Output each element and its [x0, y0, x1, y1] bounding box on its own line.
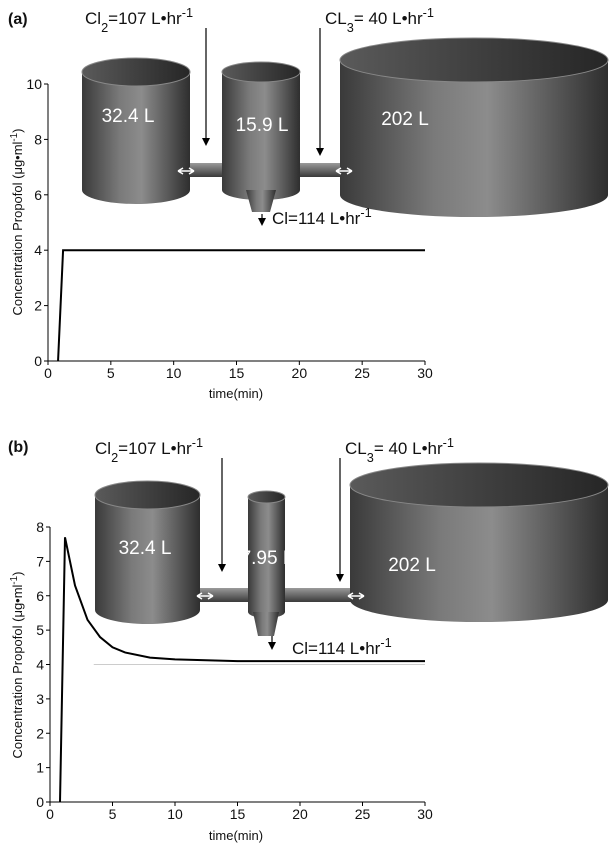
x-axis-title: time(min) — [209, 386, 263, 401]
tank-label: 202 L — [381, 109, 429, 130]
tank-rim — [222, 62, 300, 82]
panel-label: (a) — [8, 11, 28, 28]
text-part: Concentration Propofol (μg•ml — [10, 584, 25, 758]
arrow-head — [316, 148, 324, 156]
text-part: -1 — [182, 5, 193, 20]
panel-label: (b) — [8, 439, 28, 456]
text-part: Cl=114 L•hr — [292, 639, 381, 658]
text-part: 3 — [367, 450, 374, 465]
y-tick-label: 8 — [36, 519, 44, 535]
text-part: Cl=114 L•hr — [272, 209, 361, 228]
text-part: CL — [345, 439, 367, 458]
tank — [350, 463, 608, 622]
tank — [82, 58, 190, 204]
x-tick-label: 20 — [292, 806, 308, 822]
y-tick-label: 1 — [36, 760, 44, 776]
y-tick-label: 6 — [34, 187, 42, 203]
x-tick-label: 20 — [292, 365, 308, 381]
y-tick-label: 8 — [34, 131, 42, 147]
y-axis-title: Concentration Propofol (μg•ml-1) — [9, 572, 26, 759]
text-part: -1 — [360, 205, 371, 220]
y-tick-label: 0 — [34, 353, 42, 369]
arrow-head — [268, 642, 276, 650]
text-part: = 40 L•hr — [354, 9, 423, 28]
y-tick-label: 3 — [36, 691, 44, 707]
x-tick-label: 30 — [417, 806, 433, 822]
x-tick-label: 0 — [44, 365, 52, 381]
text-part: =107 L•hr — [108, 9, 182, 28]
text-part: Concentration Propofol (μg•ml — [10, 141, 25, 315]
x-tick-label: 15 — [229, 365, 245, 381]
tank-label: 15.9 L — [236, 115, 289, 136]
tank-label: 32.4 L — [102, 106, 155, 127]
x-tick-label: 10 — [166, 365, 182, 381]
arrow-head — [218, 564, 226, 572]
arrow-head — [336, 574, 344, 582]
x-tick-label: 25 — [354, 365, 370, 381]
annotation: Cl=114 L•hr-1 — [272, 205, 372, 229]
text-part: -1 — [9, 133, 20, 142]
arrow-head — [258, 218, 266, 226]
text-part: CL — [325, 9, 347, 28]
x-axis-title: time(min) — [209, 828, 263, 843]
text-part: = 40 L•hr — [374, 439, 443, 458]
y-tick-label: 6 — [36, 588, 44, 604]
tank-body — [95, 495, 200, 624]
text-part: Cl — [95, 439, 111, 458]
x-tick-label: 5 — [109, 806, 117, 822]
y-tick-label: 4 — [34, 242, 42, 258]
y-axis-title: Concentration Propofol (μg•ml-1) — [9, 129, 26, 316]
x-tick-label: 5 — [107, 365, 115, 381]
figure: 32.4 L15.9 L202 LCl2=107 L•hr-1CL3= 40 L… — [0, 0, 611, 849]
tank — [340, 38, 608, 217]
tank-label: 7.95 L — [241, 548, 294, 569]
text-part: Cl — [85, 9, 101, 28]
line-series — [58, 250, 425, 361]
tank-label: 32.4 L — [119, 538, 172, 559]
text-part: ) — [10, 572, 25, 576]
x-tick-label: 10 — [167, 806, 183, 822]
tank-label: 202 L — [388, 555, 436, 576]
y-tick-label: 10 — [26, 76, 42, 92]
x-tick-label: 15 — [230, 806, 246, 822]
text-part: 2 — [101, 20, 108, 35]
annotation: Cl2=107 L•hr-1 — [85, 5, 193, 35]
tank-body — [82, 72, 190, 204]
text-part: -1 — [443, 435, 454, 450]
annotation: CL3= 40 L•hr-1 — [345, 435, 454, 465]
pipe — [196, 588, 252, 602]
pipe — [283, 588, 353, 602]
funnel — [253, 612, 279, 636]
tank-rim — [350, 463, 608, 507]
x-tick-label: 25 — [355, 806, 371, 822]
text-part: -1 — [380, 635, 391, 650]
annotation: Cl2=107 L•hr-1 — [95, 435, 203, 465]
y-tick-label: 5 — [36, 622, 44, 638]
text-part: -1 — [423, 5, 434, 20]
x-tick-label: 0 — [46, 806, 54, 822]
text-part: -1 — [9, 576, 20, 585]
y-tick-label: 2 — [36, 725, 44, 741]
text-part: ) — [10, 129, 25, 133]
text-part: -1 — [192, 435, 203, 450]
text-part: 3 — [347, 20, 354, 35]
y-tick-label: 0 — [36, 794, 44, 810]
text-part: 2 — [111, 450, 118, 465]
annotation: CL3= 40 L•hr-1 — [325, 5, 434, 35]
tank-rim — [95, 481, 200, 509]
tank-rim — [82, 58, 190, 86]
y-tick-label: 2 — [34, 298, 42, 314]
annotation: Cl=114 L•hr-1 — [292, 635, 392, 659]
tank-rim — [248, 491, 285, 503]
y-tick-label: 7 — [36, 553, 44, 569]
arrow-head — [202, 138, 210, 146]
tank-body — [340, 60, 608, 217]
text-part: =107 L•hr — [118, 439, 192, 458]
tank-rim — [340, 38, 608, 82]
x-tick-label: 30 — [417, 365, 433, 381]
y-tick-label: 4 — [36, 657, 44, 673]
